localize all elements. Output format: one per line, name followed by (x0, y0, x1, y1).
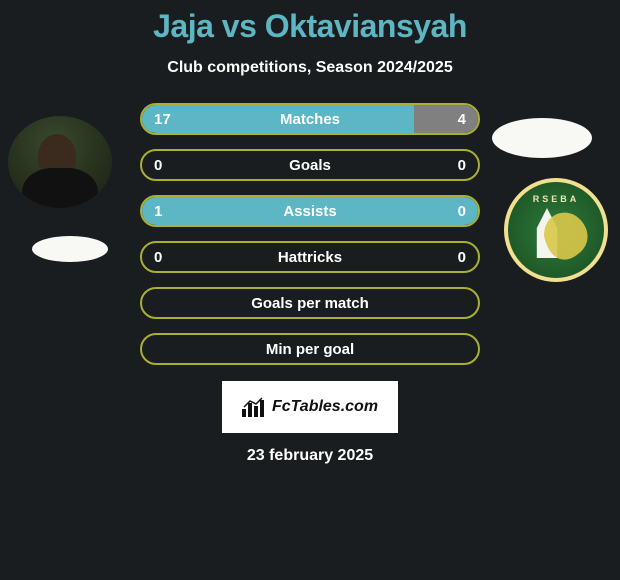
stat-fill-right (414, 105, 478, 133)
player-right-badge: RSEBA (504, 178, 608, 282)
comparison-card: Jaja vs Oktaviansyah Club competitions, … (0, 0, 620, 580)
player-left-badge (32, 236, 108, 262)
player-right-avatar (492, 118, 592, 158)
fctables-label: FcTables.com (272, 398, 378, 416)
stat-row: 1 0 Assists (140, 195, 480, 227)
stat-value-right: 0 (458, 203, 466, 220)
stat-label: Matches (280, 111, 340, 128)
badge-text: RSEBA (506, 180, 606, 218)
player-left-avatar (8, 116, 112, 208)
stat-value-left: 17 (154, 111, 171, 128)
stat-row: 17 4 Matches (140, 103, 480, 135)
stat-label: Goals per match (251, 295, 369, 312)
stat-value-left: 0 (154, 249, 162, 266)
stat-row: Goals per match (140, 287, 480, 319)
stat-value-right: 4 (458, 111, 466, 128)
stat-row: 0 0 Goals (140, 149, 480, 181)
stat-label: Goals (289, 157, 331, 174)
subtitle: Club competitions, Season 2024/2025 (167, 59, 452, 77)
page-title: Jaja vs Oktaviansyah (153, 8, 467, 45)
stat-row: Min per goal (140, 333, 480, 365)
fctables-watermark: FcTables.com (222, 381, 398, 433)
stat-label: Assists (283, 203, 336, 220)
stat-value-left: 0 (154, 157, 162, 174)
fctables-icon (242, 397, 266, 417)
stat-value-right: 0 (458, 249, 466, 266)
date-label: 23 february 2025 (247, 447, 373, 465)
stat-value-left: 1 (154, 203, 162, 220)
stat-row: 0 0 Hattricks (140, 241, 480, 273)
stat-value-right: 0 (458, 157, 466, 174)
stat-rows: 17 4 Matches 0 0 Goals 1 0 Assists 0 0 Hattricks Goa… (140, 103, 480, 365)
stat-label: Min per goal (266, 341, 354, 358)
stat-fill-left (142, 105, 414, 133)
stat-label: Hattricks (278, 249, 342, 266)
